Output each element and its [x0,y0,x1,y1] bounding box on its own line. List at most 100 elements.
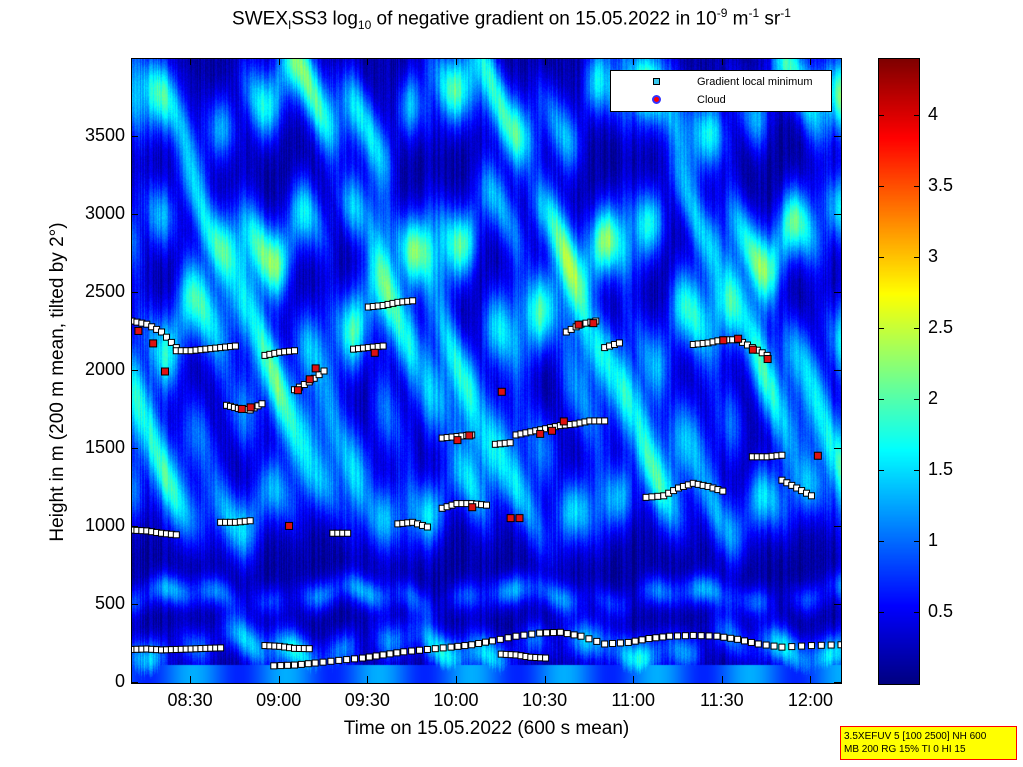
y-tick-mark [131,682,138,683]
gradient-minimum-marker [231,342,239,350]
x-tick-label: 09:30 [344,690,390,710]
gradient-minimum-marker [727,634,735,642]
gradient-minimum-marker [754,640,762,648]
settings-info-box: 3.5XEFUV 5 [100 2500] NH 600 MB 200 RG 1… [840,726,1017,760]
gradient-minimum-marker [335,656,343,664]
y-tick-mark [131,448,138,449]
plot-area [131,58,842,684]
y-tick-label: 1500 [84,437,125,457]
gradient-minimum-marker [379,342,387,350]
colorbar-tick-mark [914,256,920,258]
gradient-minimum-marker [601,417,609,425]
y-tick-mark [131,604,138,605]
colorbar-tick-label: 3.5 [928,174,954,195]
gradient-minimum-marker [747,638,755,646]
gradient-minimum-marker [770,642,778,650]
x-tick-mark [633,676,635,683]
info-line: 3.5XEFUV 5 [100 2500] NH 600 [844,731,987,742]
y-tick-mark [834,214,841,215]
y-tick-label: 1000 [84,515,125,535]
gradient-minimum-marker [277,662,285,670]
gradient-minimum-marker [674,632,682,640]
x-tick-mark [544,58,546,65]
colorbar-tick-mark [914,611,920,613]
gradient-minimum-marker [217,644,225,652]
gradient-minimum-marker [162,333,170,341]
gradient-minimum-marker [270,662,278,670]
colorbar-tick-mark [878,114,884,116]
gradient-minimum-marker [778,643,786,651]
gradient-minimum-marker [638,636,646,644]
legend-item-cloud: Cloud [611,92,831,110]
gradient-minimum-marker [652,634,660,642]
x-tick-mark [367,58,369,65]
gradient-minimum-marker [827,641,835,649]
colorbar-tick-label: 3 [928,245,939,266]
gradient-minimum-marker [461,642,469,650]
gradient-minimum-marker [290,347,298,355]
gradient-minimum-marker [740,637,748,645]
gradient-minimum-marker [697,632,705,640]
gradient-minimum-marker [512,632,520,640]
gradient-minimum-marker [423,523,431,531]
gradient-minimum-marker [304,660,312,668]
y-tick-label: 2000 [84,359,125,379]
gradient-minimum-marker [593,637,601,645]
gradient-minimum-marker [351,655,359,663]
x-tick-mark [810,676,812,683]
gradient-minimum-marker [837,641,841,649]
y-tick-label: 2500 [84,281,125,301]
x-tick-mark [721,58,723,65]
colorbar-tick-mark [878,256,884,258]
gradient-minimum-marker [158,328,166,336]
gradient-minimum-marker [577,632,585,640]
colorbar-tick-mark [914,540,920,542]
cloud-marker [160,367,169,376]
gradient-minimum-marker [713,632,721,640]
x-tick-mark [721,676,723,683]
x-tick-label: 12:00 [787,690,833,710]
colorbar-tick-mark [914,469,920,471]
gradient-minimum-marker [468,641,476,649]
gradient-minimum-marker [689,631,697,639]
gradient-minimum-marker [601,640,609,648]
gradient-minimum-marker [654,492,662,500]
x-tick-mark [278,58,280,65]
circle-marker-icon [652,95,661,104]
gradient-minimum-marker [454,642,462,650]
gradient-minimum-marker [305,645,313,653]
y-tick-mark [834,370,841,371]
gradient-minimum-marker [681,632,689,640]
y-tick-mark [834,136,841,137]
gradient-minimum-marker [416,646,424,654]
colorbar-tick-mark [878,540,884,542]
gradient-minimum-marker [788,643,796,651]
gradient-minimum-marker [807,642,815,650]
gradient-minimum-marker [483,501,490,509]
colorbar-tick-mark [914,185,920,187]
x-tick-label: 10:00 [433,690,479,710]
gradient-minimum-marker [439,644,447,652]
colorbar [878,58,920,685]
gradient-minimum-marker [720,633,728,641]
gradient-minimum-marker [648,493,656,501]
gradient-minimum-marker [488,637,496,645]
y-tick-mark [131,136,138,137]
gradient-minimum-marker [624,638,632,646]
cloud-marker [559,417,568,426]
gradient-minimum-marker [408,647,416,655]
cloud-marker [453,436,462,445]
cloud-marker [719,336,728,345]
cloud-marker [237,404,246,413]
gradient-minimum-marker [409,297,417,305]
gradient-minimum-marker [570,631,578,639]
colorbar-tick-mark [878,469,884,471]
gradient-minimum-marker [393,649,401,657]
gradient-minimum-marker [431,645,439,653]
gradient-minimum-marker [447,643,455,651]
gradient-minimum-marker [167,338,175,346]
gradient-minimum-marker [506,439,514,447]
gradient-minimum-marker [645,635,653,643]
cloud-marker [536,429,545,438]
y-tick-mark [131,370,138,371]
